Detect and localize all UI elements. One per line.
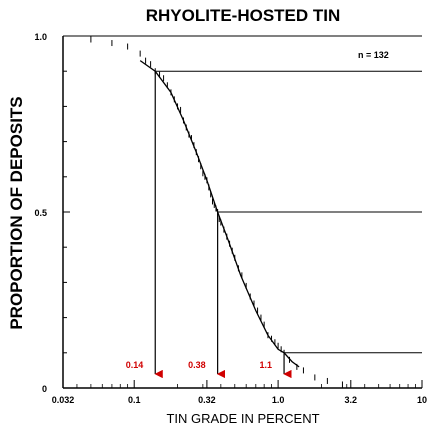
sample-size-label: n = 132 bbox=[358, 50, 389, 60]
percentile-label: 0.38 bbox=[188, 360, 206, 370]
y-axis-label: PROPORTION OF DEPOSITS bbox=[7, 96, 26, 329]
x-tick-label: 10 bbox=[417, 395, 427, 405]
percentile-label: 1.1 bbox=[260, 360, 273, 370]
y-tick-label: 0.5 bbox=[34, 208, 47, 218]
percentile-label: 0.14 bbox=[126, 360, 144, 370]
y-tick-label: 1.0 bbox=[34, 32, 47, 42]
fitted-curve bbox=[139, 60, 300, 368]
x-tick-label: 0.1 bbox=[128, 395, 141, 405]
x-tick-label: 3.2 bbox=[345, 395, 358, 405]
x-tick-label: 0.032 bbox=[52, 395, 75, 405]
plot-area: 0.032 0.1 0.32 1.0 3.2 10 0 0.5 1.0 0.14 0.38 1.1 bbox=[34, 32, 427, 405]
x-tick-label: 1.0 bbox=[272, 395, 285, 405]
x-axis-label: TIN GRADE IN PERCENT bbox=[166, 411, 319, 426]
y-tick-label: 0 bbox=[42, 384, 47, 394]
x-tick-label: 0.32 bbox=[198, 395, 216, 405]
chart-title: RHYOLITE-HOSTED TIN bbox=[146, 6, 341, 25]
